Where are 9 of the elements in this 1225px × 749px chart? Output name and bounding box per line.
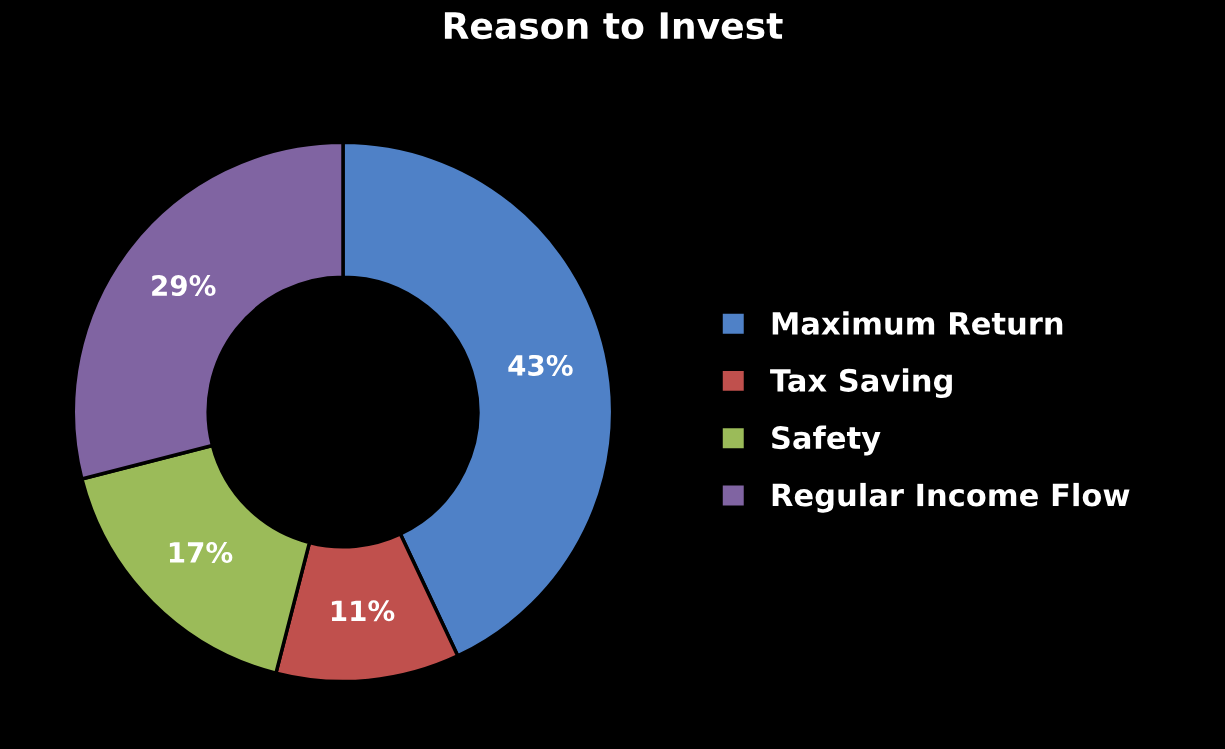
legend-label: Maximum Return	[772, 311, 1063, 335]
legend-label: Regular Income Flow	[772, 482, 1130, 513]
data-label: 17%	[169, 542, 233, 564]
legend-label: Tax Saving	[770, 368, 952, 399]
chart-title: Reason to Invest	[444, 12, 783, 40]
data-label: 43%	[508, 354, 573, 376]
data-label: 11%	[331, 600, 395, 622]
legend-label: Safety	[772, 425, 881, 456]
data-label: 29%	[152, 275, 216, 297]
